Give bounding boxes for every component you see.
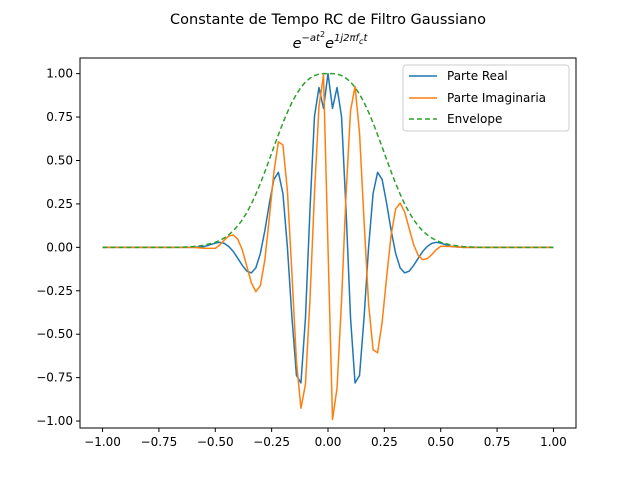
series-line-imaginary <box>102 74 554 421</box>
x-tick-label: 0.25 <box>371 435 398 449</box>
y-tick-label: −0.75 <box>36 371 73 385</box>
subtitle-exp2b: t <box>363 33 368 44</box>
x-tick-label: −0.25 <box>253 435 290 449</box>
subtitle-e2: e <box>325 36 334 52</box>
y-tick-label: −1.00 <box>36 414 73 428</box>
legend-label-imag: Parte Imaginaria <box>447 91 546 105</box>
subtitle-sub: c <box>359 37 364 46</box>
subtitle-exp1: −at <box>302 33 322 44</box>
y-tick-label: 0.25 <box>46 197 73 211</box>
legend-label-envelope: Envelope <box>447 112 502 126</box>
x-tick-label: 0.00 <box>315 435 342 449</box>
chart-title: Constante de Tempo RC de Filtro Gaussian… <box>170 12 486 28</box>
series-line-envelope <box>102 72 554 249</box>
legend-label-real: Parte Real <box>447 69 508 83</box>
x-tick-label: −1.00 <box>84 435 121 449</box>
y-tick-label: 1.00 <box>46 67 73 81</box>
y-tick-label: 0.50 <box>46 153 73 167</box>
series-layer <box>102 72 554 421</box>
legend-frame <box>402 64 570 132</box>
x-tick-label: −0.50 <box>197 435 234 449</box>
x-tick-label: −0.75 <box>141 435 178 449</box>
y-tick-label: 0.75 <box>46 110 73 124</box>
x-tick-label: 1.00 <box>540 435 567 449</box>
subtitle-e1: e <box>293 36 302 52</box>
y-tick-label: 0.00 <box>46 240 73 254</box>
axis-ticks: −1.00 −0.75 −0.50 −0.25 0.00 0.25 0.50 0.75 1.00… <box>36 67 567 449</box>
chart-subtitle: e−at2e1j2πfct <box>293 30 369 52</box>
subtitle-exp2: 1j2πf <box>334 33 361 44</box>
series-line-real <box>102 72 554 384</box>
y-tick-label: −0.25 <box>36 284 73 298</box>
y-tick-label: −0.50 <box>36 327 73 341</box>
x-tick-label: 0.50 <box>427 435 454 449</box>
x-tick-label: 0.75 <box>484 435 511 449</box>
subtitle-square: 2 <box>320 30 325 39</box>
legend: Parte Real Parte Imaginaria Envelope <box>402 64 570 132</box>
